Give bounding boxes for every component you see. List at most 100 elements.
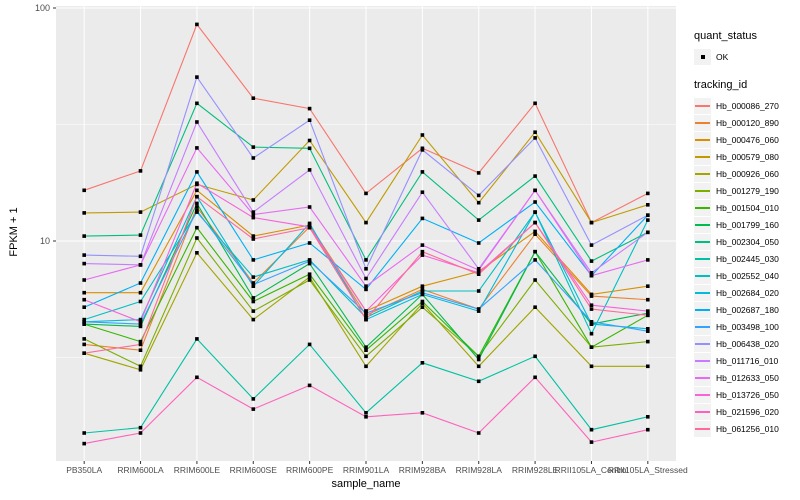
data-point [138, 320, 143, 324]
data-point [364, 317, 368, 322]
data-point [195, 75, 199, 79]
x-tick-label: PB350LA [66, 465, 103, 475]
line-key-icon [694, 318, 711, 335]
data-point [533, 232, 537, 236]
line-key-icon [694, 250, 711, 267]
data-point [420, 299, 425, 304]
legend-entry: Hb_002304_050 [694, 233, 800, 250]
data-point [195, 146, 199, 150]
data-point [251, 156, 256, 160]
y-axis-title: FPKM + 1 [8, 207, 20, 257]
data-point [533, 210, 537, 214]
data-point [420, 249, 425, 254]
legend-entry-label: Hb_001504_010 [716, 202, 779, 213]
legend-quant-status: quant_status OK [694, 30, 800, 65]
legend-entry-label: Hb_012633_050 [716, 372, 779, 383]
x-tick-label: RRII105LA_Stressed [607, 465, 688, 475]
data-point [533, 278, 537, 282]
data-point [251, 212, 256, 217]
legend-entry: Hb_061256_010 [694, 420, 800, 437]
data-point [589, 273, 594, 278]
x-tick-label: RRIM928BA [398, 465, 446, 475]
data-point [420, 243, 425, 247]
data-point [82, 441, 86, 446]
data-point [82, 431, 86, 435]
line-key-icon [694, 114, 711, 131]
data-point [646, 230, 650, 235]
data-point [307, 205, 312, 209]
x-tick-label: RRIM600PE [286, 465, 334, 475]
data-point [307, 275, 312, 279]
line-key-icon [694, 199, 711, 216]
x-tick-label: RRIM600LE [173, 465, 221, 475]
data-point [589, 364, 594, 369]
data-point [195, 194, 199, 199]
line-key-icon [694, 148, 711, 165]
data-point [138, 281, 143, 285]
data-point [251, 309, 256, 313]
data-point [138, 342, 143, 347]
data-point [364, 345, 368, 349]
data-point [533, 375, 537, 380]
data-point [533, 101, 537, 106]
data-point [195, 120, 199, 124]
legend-entry-label: Hb_002687_180 [716, 304, 779, 315]
data-point [364, 364, 368, 369]
line-key-icon [694, 335, 711, 352]
data-point [251, 145, 256, 149]
data-point [82, 188, 86, 193]
legend-entry: Hb_000086_270 [694, 97, 800, 114]
data-point [646, 311, 650, 315]
legend-entry-label: Hb_001799_160 [716, 219, 779, 230]
line-key-icon [694, 386, 711, 403]
data-point [138, 368, 143, 372]
legend-entry-label: Hb_011716_010 [716, 355, 779, 366]
legend-entry-label: Hb_001279_190 [716, 185, 779, 196]
legend-entry-ok: OK [694, 48, 800, 65]
data-point [251, 282, 256, 287]
data-point [138, 425, 143, 430]
data-point [589, 243, 594, 247]
legend-tracking-entries: Hb_000086_270 Hb_000120_890 Hb_000476_060 H… [694, 97, 800, 437]
legend-entry: Hb_011716_010 [694, 352, 800, 369]
data-point [646, 327, 650, 331]
data-point [251, 275, 256, 279]
data-point [533, 136, 537, 140]
data-point [307, 241, 312, 245]
data-point [420, 170, 425, 174]
data-point [307, 146, 312, 151]
x-tick-label: RRIM928LA [455, 465, 502, 475]
data-point [82, 297, 86, 302]
data-point [82, 253, 86, 257]
legend-entry-label: Hb_002445_030 [716, 253, 779, 264]
data-point [420, 148, 425, 152]
data-point [646, 415, 650, 419]
legend-entry: Hb_002552_040 [694, 267, 800, 284]
data-point [307, 272, 312, 276]
legend-entry-label: Hb_013726_050 [716, 389, 779, 400]
legend-entry: Hb_013726_050 [694, 386, 800, 403]
data-point [82, 337, 86, 341]
line-key-icon [694, 284, 711, 301]
data-point [307, 118, 312, 122]
data-point [589, 303, 594, 307]
legend-entry-label: Hb_000476_060 [716, 134, 779, 145]
data-point [533, 130, 537, 134]
data-point [251, 215, 256, 220]
data-point [138, 233, 143, 237]
data-point [195, 251, 199, 255]
data-point [420, 361, 425, 365]
x-tick-label: RRII105LA_Control [554, 465, 629, 475]
line-key-icon [694, 165, 711, 182]
data-point [307, 383, 312, 388]
line-key-icon [694, 352, 711, 369]
data-point [646, 191, 650, 196]
data-point [82, 211, 86, 215]
data-point [195, 205, 199, 209]
data-point [195, 375, 199, 380]
data-point [364, 258, 368, 262]
data-point [533, 354, 537, 359]
legend-entry: Hb_003498_100 [694, 318, 800, 335]
legend-quant-status-title: quant_status [694, 30, 757, 42]
